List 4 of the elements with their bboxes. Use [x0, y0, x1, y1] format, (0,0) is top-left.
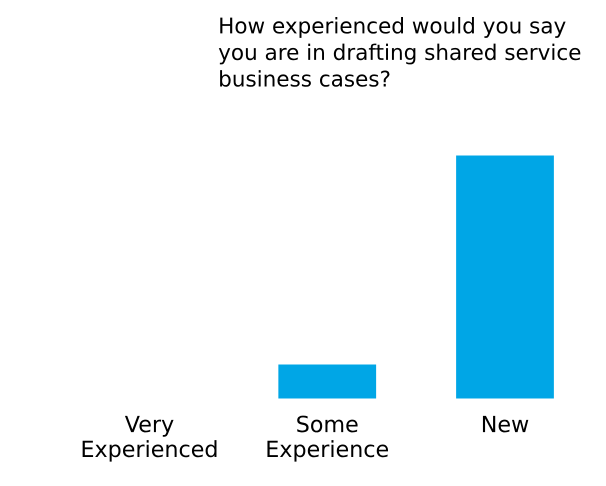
x-tick-label: Very Experienced	[82, 416, 216, 462]
x-tick-label: New	[482, 416, 528, 432]
chart-title: How experienced would you say you are in drafting shared service business cases?	[218, 17, 580, 87]
x-tick-label: Some Experience	[267, 416, 388, 462]
